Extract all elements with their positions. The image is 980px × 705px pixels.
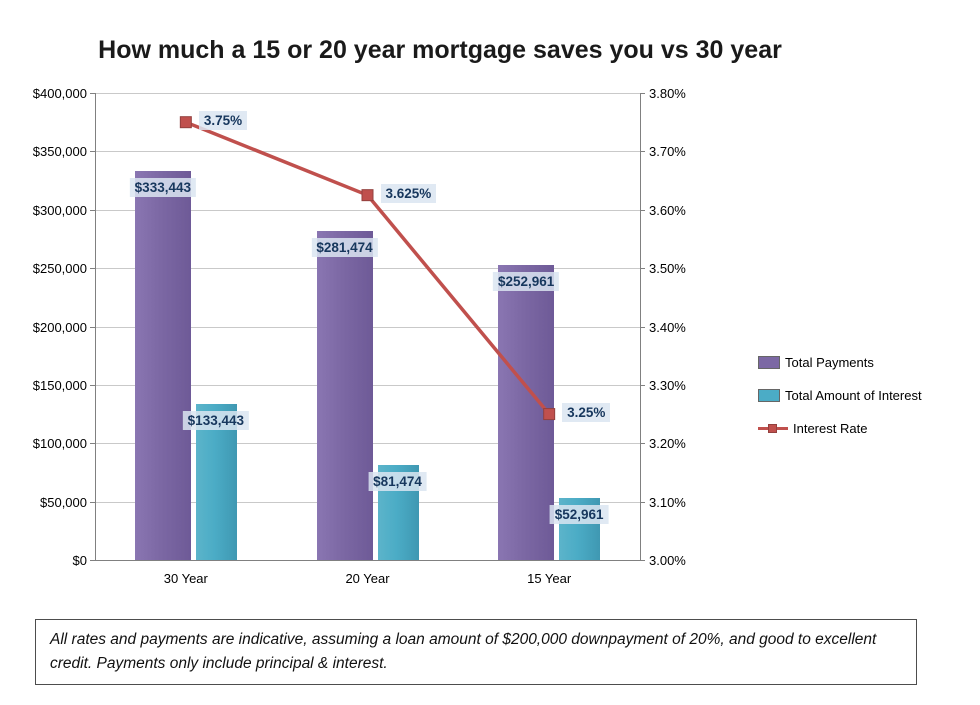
y-axis-label-right: 3.50% [649, 261, 686, 277]
y-axis-label-right: 3.30% [649, 377, 686, 393]
bar-total-payments-20-year [316, 231, 373, 560]
interest-rate-marker [179, 116, 192, 129]
legend-item: Interest Rate [758, 418, 922, 438]
y-axis-label-right: 3.80% [649, 86, 686, 101]
legend-label: Total Payments [785, 354, 874, 370]
y-axis-line-left [95, 93, 96, 560]
y-axis-label-left: $150,000 [32, 377, 87, 393]
gridline [95, 93, 640, 94]
bar-value-label: $333,443 [129, 177, 196, 197]
bar-value-label: $252,961 [493, 271, 560, 291]
x-axis-category-label: 15 Year [527, 571, 572, 586]
bar-total-payments-30-year [134, 170, 191, 560]
y-axis-label-left: $400,000 [32, 86, 87, 101]
y-axis-tick-right [640, 384, 645, 386]
x-axis-category-label: 30 Year [163, 571, 208, 586]
y-axis-label-left: $350,000 [32, 144, 87, 160]
gridline [95, 151, 640, 153]
y-axis-label-left: $250,000 [32, 261, 87, 277]
bar-value-label: $281,474 [311, 238, 378, 258]
y-axis-tick-right [640, 151, 645, 153]
legend-label: Total Amount of Interest [785, 387, 922, 403]
bar-total-payments-15-year [498, 264, 555, 560]
y-axis-tick-right [640, 326, 645, 328]
footnote-text: All rates and payments are indicative, a… [50, 631, 877, 673]
y-axis-label-left: $50,000 [40, 494, 87, 510]
y-axis-label-left: $100,000 [32, 436, 87, 452]
line-value-label: 3.75% [198, 111, 248, 131]
y-axis-tick-right [640, 268, 645, 270]
legend-line-marker-icon [758, 422, 788, 435]
bar-value-label: $133,443 [182, 411, 249, 431]
y-axis-tick-left [90, 443, 95, 445]
legend-label: Interest Rate [793, 420, 868, 436]
y-axis-tick-left [90, 151, 95, 153]
legend-swatch-icon [758, 355, 780, 369]
y-axis-line-right [640, 93, 641, 560]
y-axis-tick-left [90, 501, 95, 503]
y-axis-tick-left [90, 93, 95, 94]
bar-value-label: $52,961 [549, 505, 609, 525]
bar-value-label: $81,474 [368, 471, 427, 491]
y-axis-label-right: 3.10% [649, 494, 686, 510]
y-axis-tick-left [90, 268, 95, 270]
y-axis-label-left: $200,000 [32, 319, 87, 335]
y-axis-tick-left [90, 209, 95, 211]
y-axis-label-left: $300,000 [32, 202, 87, 218]
y-axis-label-right: 3.00% [649, 553, 686, 568]
chart-legend: Total Payments Total Amount of Interest In… [758, 352, 922, 451]
y-axis-tick-right [640, 209, 645, 211]
y-axis-label-left: $0 [72, 553, 87, 568]
y-axis-tick-right [640, 443, 645, 445]
footnote-box: All rates and payments are indicative, a… [35, 619, 917, 686]
x-axis-line [90, 560, 645, 561]
y-axis-tick-left [90, 384, 95, 386]
y-axis-tick-right [640, 93, 645, 94]
x-axis-category-label: 20 Year [345, 571, 390, 586]
legend-swatch-icon [758, 388, 780, 402]
line-value-label: 3.25% [562, 403, 611, 423]
y-axis-label-right: 3.40% [649, 319, 686, 335]
chart-title: How much a 15 or 20 year mortgage saves … [98, 36, 782, 64]
y-axis-tick-right [640, 501, 645, 503]
y-axis-label-right: 3.60% [649, 202, 686, 218]
y-axis-label-right: 3.70% [649, 144, 686, 160]
y-axis-tick-left [90, 326, 95, 328]
line-value-label: 3.625% [380, 184, 437, 204]
interest-rate-marker [361, 189, 374, 202]
y-axis-label-right: 3.20% [649, 436, 686, 452]
legend-item: Total Amount of Interest [758, 385, 922, 405]
legend-item: Total Payments [758, 352, 922, 372]
